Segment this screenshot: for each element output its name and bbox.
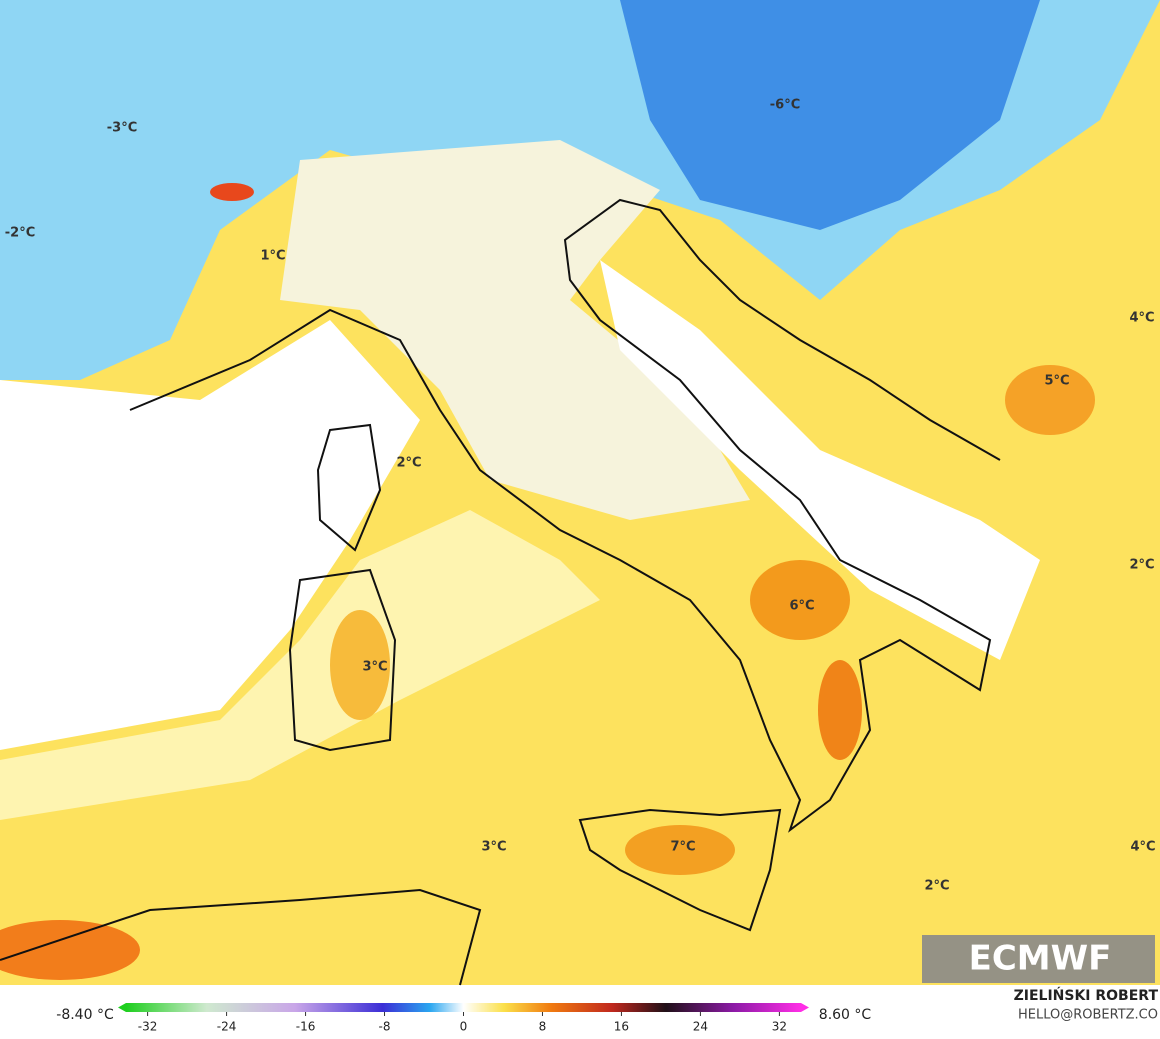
sea-west [0, 320, 420, 750]
colorbar-tick-label: 32 [772, 1020, 787, 1034]
colorbar-max-label: 8.60 °C [819, 1007, 872, 1023]
sea-adriatic [600, 260, 1040, 660]
warm-spot [625, 825, 735, 875]
temperature-label: -6°C [770, 98, 800, 113]
pale-field [0, 510, 600, 820]
colorbar-tick-label: -24 [217, 1020, 237, 1034]
colorbar-end [118, 1003, 126, 1012]
temperature-label: 2°C [924, 879, 949, 894]
temperature-label: 6°C [789, 599, 814, 614]
colorbar-tick-label: 0 [460, 1020, 468, 1034]
logo: ECMWF [969, 939, 1112, 979]
warm-spot [1005, 365, 1095, 435]
colorbar-tick-label: -16 [296, 1020, 316, 1034]
temperature-label: 3°C [362, 660, 387, 675]
logo-box [922, 935, 1155, 983]
temperature-label: -2°C [5, 226, 35, 241]
temperature-label: 7°C [670, 840, 695, 855]
colorbar-tick-label: -32 [138, 1020, 158, 1034]
temperature-label: 3°C [481, 840, 506, 855]
warm-spot [0, 920, 140, 980]
warm-spot [330, 610, 390, 720]
colorbar-end [801, 1003, 809, 1012]
pale-field [280, 140, 750, 520]
warm-spot [210, 183, 254, 201]
temperature-label: 1°C [260, 249, 285, 264]
colorbar [126, 1003, 801, 1012]
temperature-label: 2°C [1129, 558, 1154, 573]
credit-email: HELLO@ROBERTZ.CO [1018, 1008, 1158, 1023]
map [0, 0, 1160, 986]
temperature-label: -3°C [107, 121, 137, 136]
colorbar-tick-label: 8 [539, 1020, 547, 1034]
temperature-label: 2°C [396, 456, 421, 471]
coastline [0, 423, 782, 986]
temperature-label: 5°C [1044, 374, 1069, 389]
colorbar-tick-label: -8 [379, 1020, 391, 1034]
colorbar-tick-label: 16 [614, 1020, 629, 1034]
very-cold-field [620, 0, 1040, 230]
temperature-label: 4°C [1129, 311, 1154, 326]
colorbar-min-label: -8.40 °C [56, 1007, 114, 1023]
credit-name: ZIELIŃSKI ROBERT [1014, 986, 1159, 1004]
temperature-label: 4°C [1130, 840, 1155, 855]
warm-spot [750, 560, 850, 640]
warm-spot [818, 660, 862, 760]
colorbar-tick-label: 24 [693, 1020, 708, 1034]
coastline [129, 198, 1001, 833]
